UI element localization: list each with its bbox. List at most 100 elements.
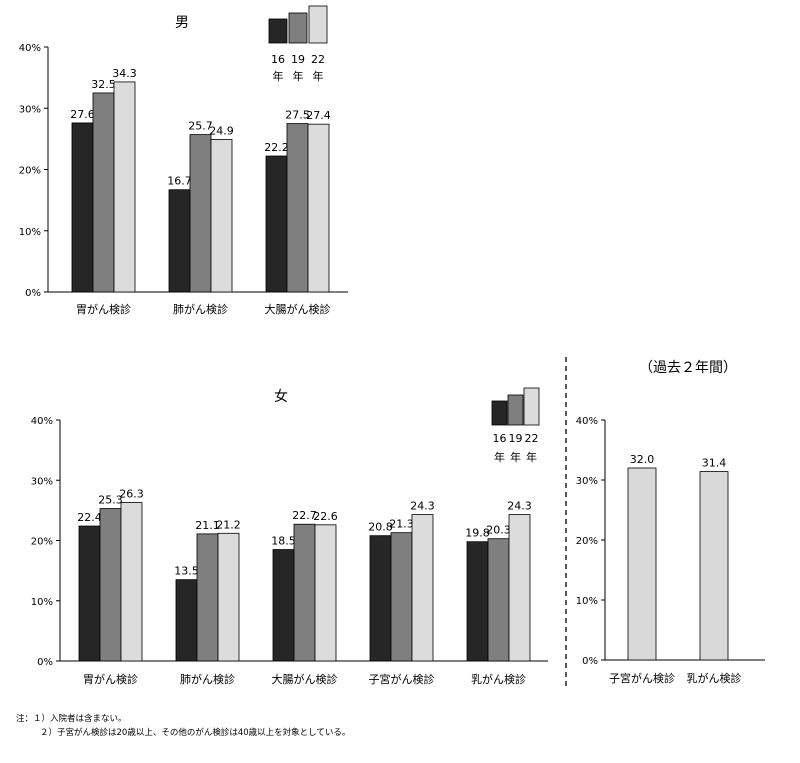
chart2-legend-swatch bbox=[507, 394, 524, 426]
chart1-category-label: 胃がん検診 bbox=[76, 302, 131, 316]
chart2-data-label: 26.3 bbox=[119, 488, 144, 501]
chart1-bar bbox=[210, 139, 233, 293]
chart2-tick-label: 40% bbox=[31, 416, 53, 427]
chart1-data-label: 27.5 bbox=[285, 109, 310, 122]
chart2-legend-label: 19 bbox=[509, 432, 523, 445]
chart2-data-label: 25.3 bbox=[98, 494, 123, 507]
chart1-tick-label: 20% bbox=[19, 166, 41, 177]
chart2-legend-label: 年 bbox=[494, 450, 505, 464]
chart2-data-label: 20.3 bbox=[486, 524, 511, 537]
chart3-data-label: 32.0 bbox=[630, 453, 655, 466]
chart2-data-label: 22.4 bbox=[77, 511, 102, 524]
chart1-legend-label: 19 bbox=[291, 53, 305, 66]
chart1-bar bbox=[113, 81, 136, 293]
chart2-bar bbox=[293, 523, 316, 662]
chart1-data-label: 34.3 bbox=[112, 67, 137, 80]
chart2-tick-label: 30% bbox=[31, 476, 53, 487]
chart2-bar bbox=[99, 508, 122, 662]
chart2-bar bbox=[120, 502, 143, 662]
chart3-tick-label: 30% bbox=[576, 476, 598, 487]
chart1-tick-label: 30% bbox=[19, 104, 41, 115]
chart3-title: （過去２年間） bbox=[639, 360, 737, 376]
chart2-bar bbox=[272, 549, 295, 662]
chart2-data-label: 21.3 bbox=[389, 518, 414, 531]
chart3-tick-label: 10% bbox=[576, 596, 598, 607]
chart1-data-label: 16.7 bbox=[167, 175, 192, 188]
chart3-category-label: 乳がん検診 bbox=[687, 671, 742, 685]
chart1-legend-swatch bbox=[308, 5, 328, 44]
chart2-category-label: 乳がん検診 bbox=[471, 672, 526, 686]
chart2-data-label: 24.3 bbox=[507, 500, 532, 513]
chart1-tick-label: 0% bbox=[25, 288, 41, 299]
chart1-bar bbox=[307, 123, 330, 293]
chart2-data-label: 22.6 bbox=[313, 510, 338, 523]
chart2-legend-label: 22 bbox=[525, 432, 539, 445]
chart2-bar bbox=[175, 579, 198, 662]
chart1-data-label: 24.9 bbox=[209, 124, 234, 137]
chart2-bar bbox=[196, 533, 219, 662]
chart2-bar bbox=[508, 514, 531, 662]
chart1-title: 男 bbox=[175, 15, 189, 31]
footnote-2: ２）子宮がん検診は20歳以上、その他のがん検診は40歳以上を対象としている。 bbox=[40, 728, 351, 738]
chart2-category-label: 肺がん検診 bbox=[180, 672, 235, 686]
chart1-category-label: 大腸がん検診 bbox=[265, 302, 331, 316]
chart2-data-label: 21.1 bbox=[195, 519, 220, 532]
chart3-bar bbox=[627, 467, 657, 661]
chart1-data-label: 25.7 bbox=[188, 120, 213, 133]
chart1-category-label: 肺がん検診 bbox=[173, 302, 228, 316]
chart2-legend-label: 年 bbox=[526, 450, 537, 464]
chart2-tick-label: 10% bbox=[31, 597, 53, 608]
chart2-bar bbox=[466, 541, 489, 662]
chart3-tick-label: 20% bbox=[576, 536, 598, 547]
chart1-bar bbox=[189, 134, 212, 293]
chart1-legend-swatch bbox=[268, 18, 288, 44]
chart2-data-label: 24.3 bbox=[410, 500, 435, 513]
chart1-legend-swatch bbox=[288, 12, 308, 44]
chart2-tick-label: 0% bbox=[37, 657, 53, 668]
chart1-data-label: 22.2 bbox=[264, 141, 289, 154]
chart1-bar bbox=[92, 92, 115, 293]
chart2-bar bbox=[78, 525, 101, 662]
chart2-bar bbox=[314, 524, 337, 662]
chart1-bar bbox=[71, 122, 94, 293]
chart1-data-label: 27.4 bbox=[306, 109, 331, 122]
chart1-bar bbox=[265, 155, 288, 293]
chart1-tick-label: 40% bbox=[19, 43, 41, 54]
chart2-data-label: 13.5 bbox=[174, 565, 199, 578]
chart2-data-label: 21.2 bbox=[216, 518, 241, 531]
chart1-data-label: 32.5 bbox=[91, 78, 116, 91]
chart2-tick-label: 20% bbox=[31, 537, 53, 548]
chart2-legend-label: 16 bbox=[493, 432, 507, 445]
chart1-legend-label: 16 bbox=[271, 53, 285, 66]
chart1-legend-label: 年 bbox=[293, 69, 304, 83]
chart2-bar bbox=[487, 538, 510, 662]
chart2-bar bbox=[411, 514, 434, 662]
footnote-1: 注：１）入院者は含まない。 bbox=[16, 714, 127, 724]
chart3-tick-label: 0% bbox=[582, 656, 598, 667]
chart2-legend-swatch bbox=[491, 400, 508, 426]
chart2-data-label: 18.5 bbox=[271, 535, 296, 548]
chart2-bar bbox=[369, 535, 392, 662]
chart2-data-label: 20.8 bbox=[368, 521, 393, 534]
chart3-category-label: 子宮がん検診 bbox=[609, 671, 675, 685]
chart1-data-label: 27.6 bbox=[70, 108, 95, 121]
chart2-title: 女 bbox=[274, 388, 288, 405]
chart2-legend-swatch bbox=[523, 387, 540, 426]
chart1-legend-label: 22 bbox=[311, 53, 325, 66]
chart2-bar bbox=[390, 532, 413, 662]
chart1-tick-label: 10% bbox=[19, 227, 41, 238]
chart2-category-label: 子宮がん検診 bbox=[369, 672, 435, 686]
chart2-category-label: 大腸がん検診 bbox=[272, 672, 338, 686]
chart1-legend-label: 年 bbox=[313, 69, 324, 83]
chart2-legend-label: 年 bbox=[510, 450, 521, 464]
chart2-category-label: 胃がん検診 bbox=[83, 672, 138, 686]
chart3-data-label: 31.4 bbox=[702, 457, 727, 470]
chart2-data-label: 22.7 bbox=[292, 509, 317, 522]
chart3-bar bbox=[699, 471, 729, 661]
chart2-data-label: 19.8 bbox=[465, 527, 490, 540]
chart3-tick-label: 40% bbox=[576, 416, 598, 427]
chart1-bar bbox=[286, 123, 309, 293]
chart2-bar bbox=[217, 532, 240, 662]
chart1-legend-label: 年 bbox=[273, 69, 284, 83]
